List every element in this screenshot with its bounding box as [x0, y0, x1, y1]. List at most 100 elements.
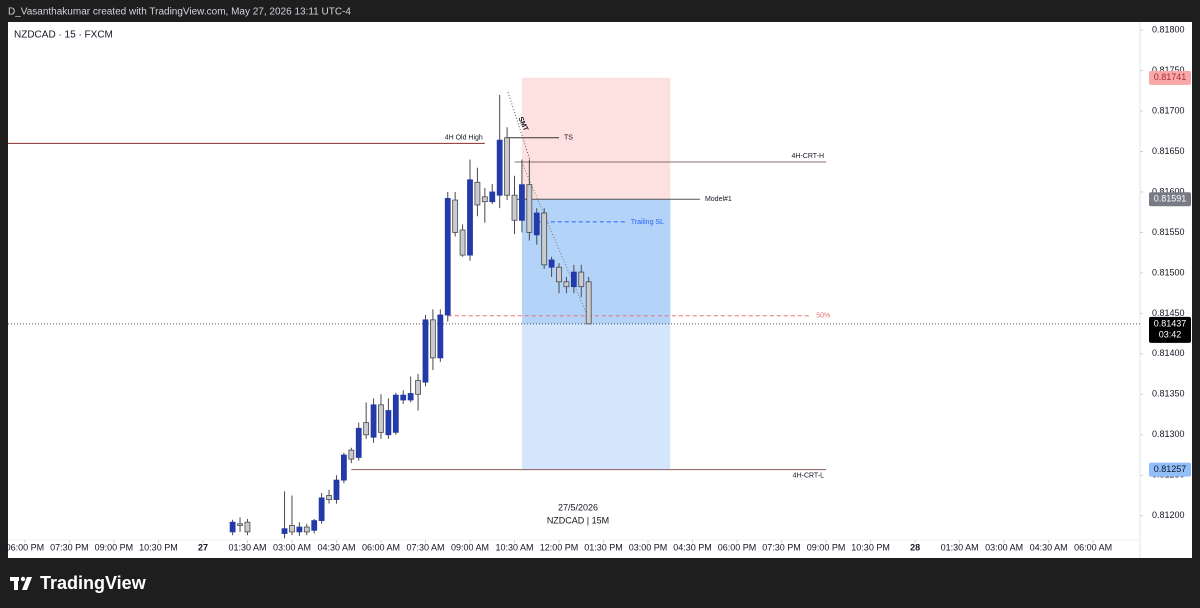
level-label: 50%	[816, 313, 830, 320]
price-tag-label: 0.81257	[1154, 464, 1187, 474]
x-tick-label: 09:00 PM	[95, 542, 134, 552]
candle-body	[340, 454, 347, 481]
price-tag-label: 0.81591	[1154, 194, 1187, 204]
x-tick-label: 09:00 PM	[807, 542, 846, 552]
x-tick-label: 28	[910, 542, 920, 552]
x-tick-label: 06:00 PM	[718, 542, 757, 552]
x-tick-label: 04:30 AM	[1030, 542, 1068, 552]
y-tick-label: 0.81550	[1152, 227, 1185, 237]
x-tick-label: 07:30 PM	[50, 542, 89, 552]
candle-body	[511, 194, 518, 221]
candle-body	[370, 404, 377, 438]
candle-body	[289, 525, 295, 533]
x-tick-label: 03:00 PM	[629, 542, 668, 552]
y-tick-label: 0.81450	[1152, 308, 1185, 318]
x-tick-label: 09:00 AM	[451, 542, 489, 552]
y-tick-label: 0.81400	[1152, 348, 1185, 358]
candle-body	[296, 526, 303, 533]
y-tick-label: 0.81700	[1152, 105, 1185, 115]
x-tick-label: 07:30 PM	[762, 542, 801, 552]
candle-body	[333, 479, 340, 500]
candle-body	[467, 179, 473, 256]
candle-body	[385, 410, 392, 436]
candle-body	[519, 184, 525, 221]
x-tick-label: 10:30 AM	[495, 542, 533, 552]
level-label: 4H Old High	[445, 134, 483, 141]
countdown: 03:42	[1159, 329, 1182, 339]
symbol-label: NZDCAD | 15M	[547, 515, 609, 525]
plot: 4H Old High TS 4H-CRT-H Model#1 Trailing SL 5…	[8, 77, 1140, 539]
candle-body	[303, 526, 310, 533]
candle-body	[415, 380, 421, 395]
candle-body	[452, 199, 459, 233]
candle-body	[474, 181, 481, 206]
candle-body	[229, 521, 236, 533]
candle-body	[363, 422, 370, 436]
logo-part	[22, 577, 32, 590]
x-tick-label: 04:30 AM	[317, 542, 355, 552]
price-tag	[1149, 70, 1191, 85]
level-label: Model#1	[705, 196, 732, 203]
candle-body	[281, 528, 288, 534]
x-tick-label: 10:30 PM	[139, 542, 178, 552]
candle-body	[563, 281, 570, 288]
candle-body	[533, 212, 540, 236]
candle-body	[407, 393, 414, 401]
candle-body	[548, 259, 555, 268]
candle-body	[496, 139, 503, 196]
x-tick-label: 06:00 AM	[1074, 542, 1112, 552]
candle-body	[444, 198, 451, 316]
x-tick-label: 04:30 PM	[673, 542, 712, 552]
candle-body	[318, 497, 325, 521]
symbol-title: NZDCAD · 15 · FXCM	[14, 30, 113, 41]
candle-body	[400, 394, 407, 401]
x-tick-label: 03:00 AM	[273, 542, 311, 552]
logo-part	[20, 576, 26, 582]
x-tick-label: 01:30 AM	[941, 542, 979, 552]
x-tick-label: 10:30 PM	[851, 542, 890, 552]
logo	[10, 576, 32, 590]
y-tick-label: 0.81800	[1152, 24, 1185, 34]
candle-body	[585, 281, 592, 325]
x-tick-label: 03:00 AM	[985, 542, 1023, 552]
logo-part	[14, 577, 18, 590]
price-tag-label: 0.81437	[1154, 318, 1187, 328]
candle-body	[541, 212, 548, 266]
x-tick-label: 01:30 AM	[228, 542, 266, 552]
candle-body	[422, 319, 429, 383]
candle-body	[355, 427, 362, 458]
candle-body	[348, 449, 355, 460]
candle-body	[326, 495, 332, 500]
x-tick-label: 07:30 AM	[406, 542, 444, 552]
x-tick-label: 06:00 PM	[6, 542, 45, 552]
candle-body	[430, 319, 436, 359]
axes: 0.818000.817500.817000.816500.816000.815…	[6, 24, 1191, 552]
y-tick-label: 0.81350	[1152, 389, 1185, 399]
candle-body	[570, 271, 577, 288]
candle-body	[526, 184, 533, 233]
candle-body	[459, 229, 466, 256]
price-tag	[1149, 316, 1191, 343]
brand: TradingView	[40, 573, 147, 593]
y-tick-label: 0.81750	[1152, 65, 1185, 75]
y-tick-label: 0.81600	[1152, 186, 1185, 196]
candle-body	[504, 137, 510, 196]
candle-body	[578, 271, 585, 288]
level-label: Trailing SL	[631, 219, 664, 226]
y-tick-label: 0.81300	[1152, 429, 1185, 439]
candle-body	[481, 196, 488, 203]
y-tick-label: 0.81200	[1152, 510, 1185, 520]
level-label: 4H-CRT-H	[792, 153, 825, 160]
price-tag	[1149, 192, 1191, 207]
candle-body	[311, 520, 318, 531]
x-tick-label: 01:30 PM	[584, 542, 623, 552]
y-tick-label: 0.81500	[1152, 267, 1185, 277]
price-tag-label: 0.81741	[1154, 72, 1187, 82]
candle-body	[489, 191, 496, 203]
level-label: 4H-CRT-L	[793, 472, 824, 479]
date-label: 27/5/2026	[558, 502, 598, 512]
y-tick-label: 0.81650	[1152, 146, 1185, 156]
candle-body	[556, 266, 562, 283]
candle-body	[392, 394, 399, 433]
